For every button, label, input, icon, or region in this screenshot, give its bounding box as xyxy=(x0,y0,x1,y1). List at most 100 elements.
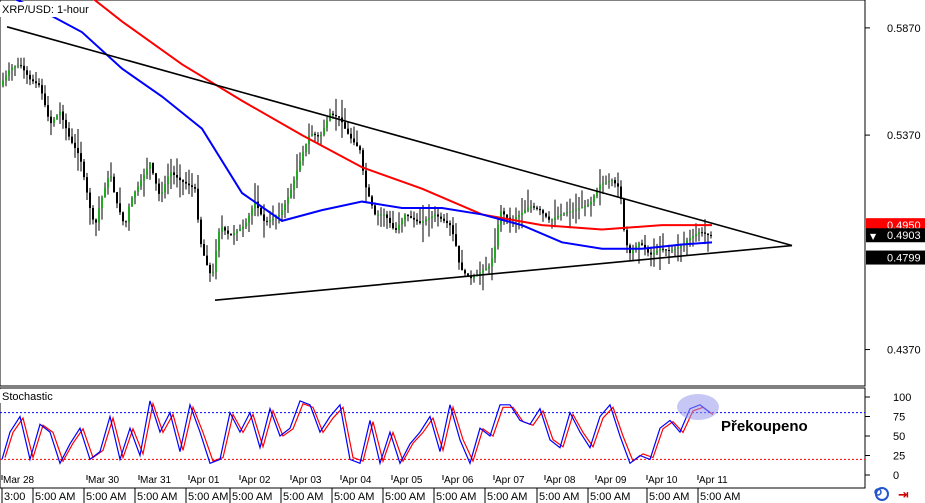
candle-body xyxy=(632,249,634,254)
stochastic-tick-label: 75 xyxy=(893,412,905,424)
candle-body xyxy=(593,196,595,202)
candle-body xyxy=(443,218,445,221)
candle-body xyxy=(680,245,682,248)
candle-body xyxy=(185,181,187,184)
candle-body xyxy=(353,138,355,143)
price-tick-label: 0.5370 xyxy=(887,130,921,142)
candle-body xyxy=(50,116,52,124)
svg-text:⇥: ⇥ xyxy=(898,488,909,503)
candle-body xyxy=(119,203,121,213)
stochastic-d-line xyxy=(4,401,714,464)
sync-icon[interactable] xyxy=(874,487,889,501)
close-icon[interactable]: ⇥ xyxy=(895,487,909,503)
candle-body xyxy=(302,152,304,161)
candle-body xyxy=(677,247,679,249)
time-label: 5:00 AM xyxy=(487,491,527,503)
candle-body xyxy=(686,240,688,244)
candle-body xyxy=(383,214,385,216)
candle-body xyxy=(47,105,49,117)
candle-body xyxy=(347,128,349,134)
candle-body xyxy=(224,227,226,231)
overbought-annotation: Překoupeno xyxy=(721,418,808,435)
candle-body xyxy=(53,119,55,124)
candle-body xyxy=(566,212,568,214)
candle-body xyxy=(539,208,541,211)
candle-body xyxy=(656,250,658,253)
candle-body xyxy=(38,83,40,86)
candle-body xyxy=(263,214,265,221)
candle-body xyxy=(242,226,244,229)
candle-body xyxy=(251,208,253,216)
candle-body xyxy=(260,208,262,215)
candle-body xyxy=(380,214,382,216)
candle-body xyxy=(194,186,196,189)
time-label: 5:00 AM xyxy=(137,491,177,503)
stochastic-tick-label: 100 xyxy=(893,392,911,404)
candle-body xyxy=(44,93,46,106)
candle-body xyxy=(515,217,517,219)
date-label: Mar 28 xyxy=(3,475,35,486)
candle-body xyxy=(26,70,28,75)
candle-body xyxy=(371,196,373,206)
candle-body xyxy=(155,173,157,184)
date-label: Mar 30 xyxy=(88,475,120,486)
candle-body xyxy=(218,231,220,251)
candle-body xyxy=(332,113,334,115)
candle-body xyxy=(473,276,475,279)
candle-body xyxy=(167,176,169,185)
price-tick-label: 0.5870 xyxy=(887,23,921,35)
candle-body xyxy=(590,201,592,205)
candle-body xyxy=(176,174,178,178)
candle-body xyxy=(533,206,535,208)
candle-body xyxy=(188,183,190,186)
moving-average-1 xyxy=(14,0,713,250)
candle-body xyxy=(668,250,670,252)
candle-body xyxy=(143,174,145,181)
candle-body xyxy=(479,272,481,275)
time-label: 5:00 AM xyxy=(590,491,630,503)
time-label: 5:00 AM xyxy=(385,491,425,503)
candle-body xyxy=(662,248,664,250)
candle-body xyxy=(554,217,556,220)
price-label: 0.4903 xyxy=(887,230,921,242)
candle-body xyxy=(29,74,31,80)
candle-body xyxy=(362,150,364,171)
time-label: 5:00 AM xyxy=(649,491,689,503)
candle-body xyxy=(170,172,172,177)
candle-body xyxy=(659,248,661,251)
candle-body xyxy=(521,212,523,216)
price-marker-icon: ▼ xyxy=(870,232,877,241)
candle-body xyxy=(569,211,571,213)
candle-body xyxy=(413,217,415,220)
candle-body xyxy=(206,255,208,265)
candle-body xyxy=(254,201,256,209)
time-label: 5:00 AM xyxy=(334,491,374,503)
candle-body xyxy=(323,127,325,135)
candle-body xyxy=(56,115,58,120)
candle-body xyxy=(665,249,667,251)
candle-body xyxy=(389,217,391,224)
candle-body xyxy=(653,252,655,255)
candle-body xyxy=(314,133,316,136)
stochastic-axis: 100 75 50 25 0 xyxy=(865,392,911,482)
price-panel xyxy=(0,0,866,387)
candle-body xyxy=(179,177,181,181)
price-label: 0.4799 xyxy=(887,253,921,265)
candle-body xyxy=(77,147,79,154)
candle-body xyxy=(35,81,37,84)
candle-body xyxy=(527,207,529,211)
candle-body xyxy=(365,170,367,188)
date-label: Apr 06 xyxy=(444,475,474,486)
candle-body xyxy=(326,120,328,128)
candle-body xyxy=(203,244,205,256)
candle-body xyxy=(305,144,307,153)
candle-body xyxy=(452,225,454,235)
trendline-0 xyxy=(6,26,793,247)
candle-body xyxy=(455,234,457,246)
candle-body xyxy=(269,220,271,222)
candle-body xyxy=(587,204,589,206)
candle-body xyxy=(563,213,565,215)
candle-body xyxy=(212,271,214,274)
candle-body xyxy=(311,133,313,136)
candle-body xyxy=(437,214,439,217)
